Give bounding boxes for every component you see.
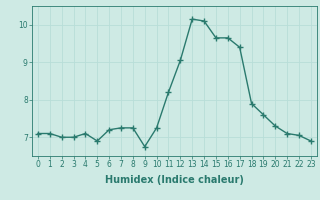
X-axis label: Humidex (Indice chaleur): Humidex (Indice chaleur)	[105, 175, 244, 185]
